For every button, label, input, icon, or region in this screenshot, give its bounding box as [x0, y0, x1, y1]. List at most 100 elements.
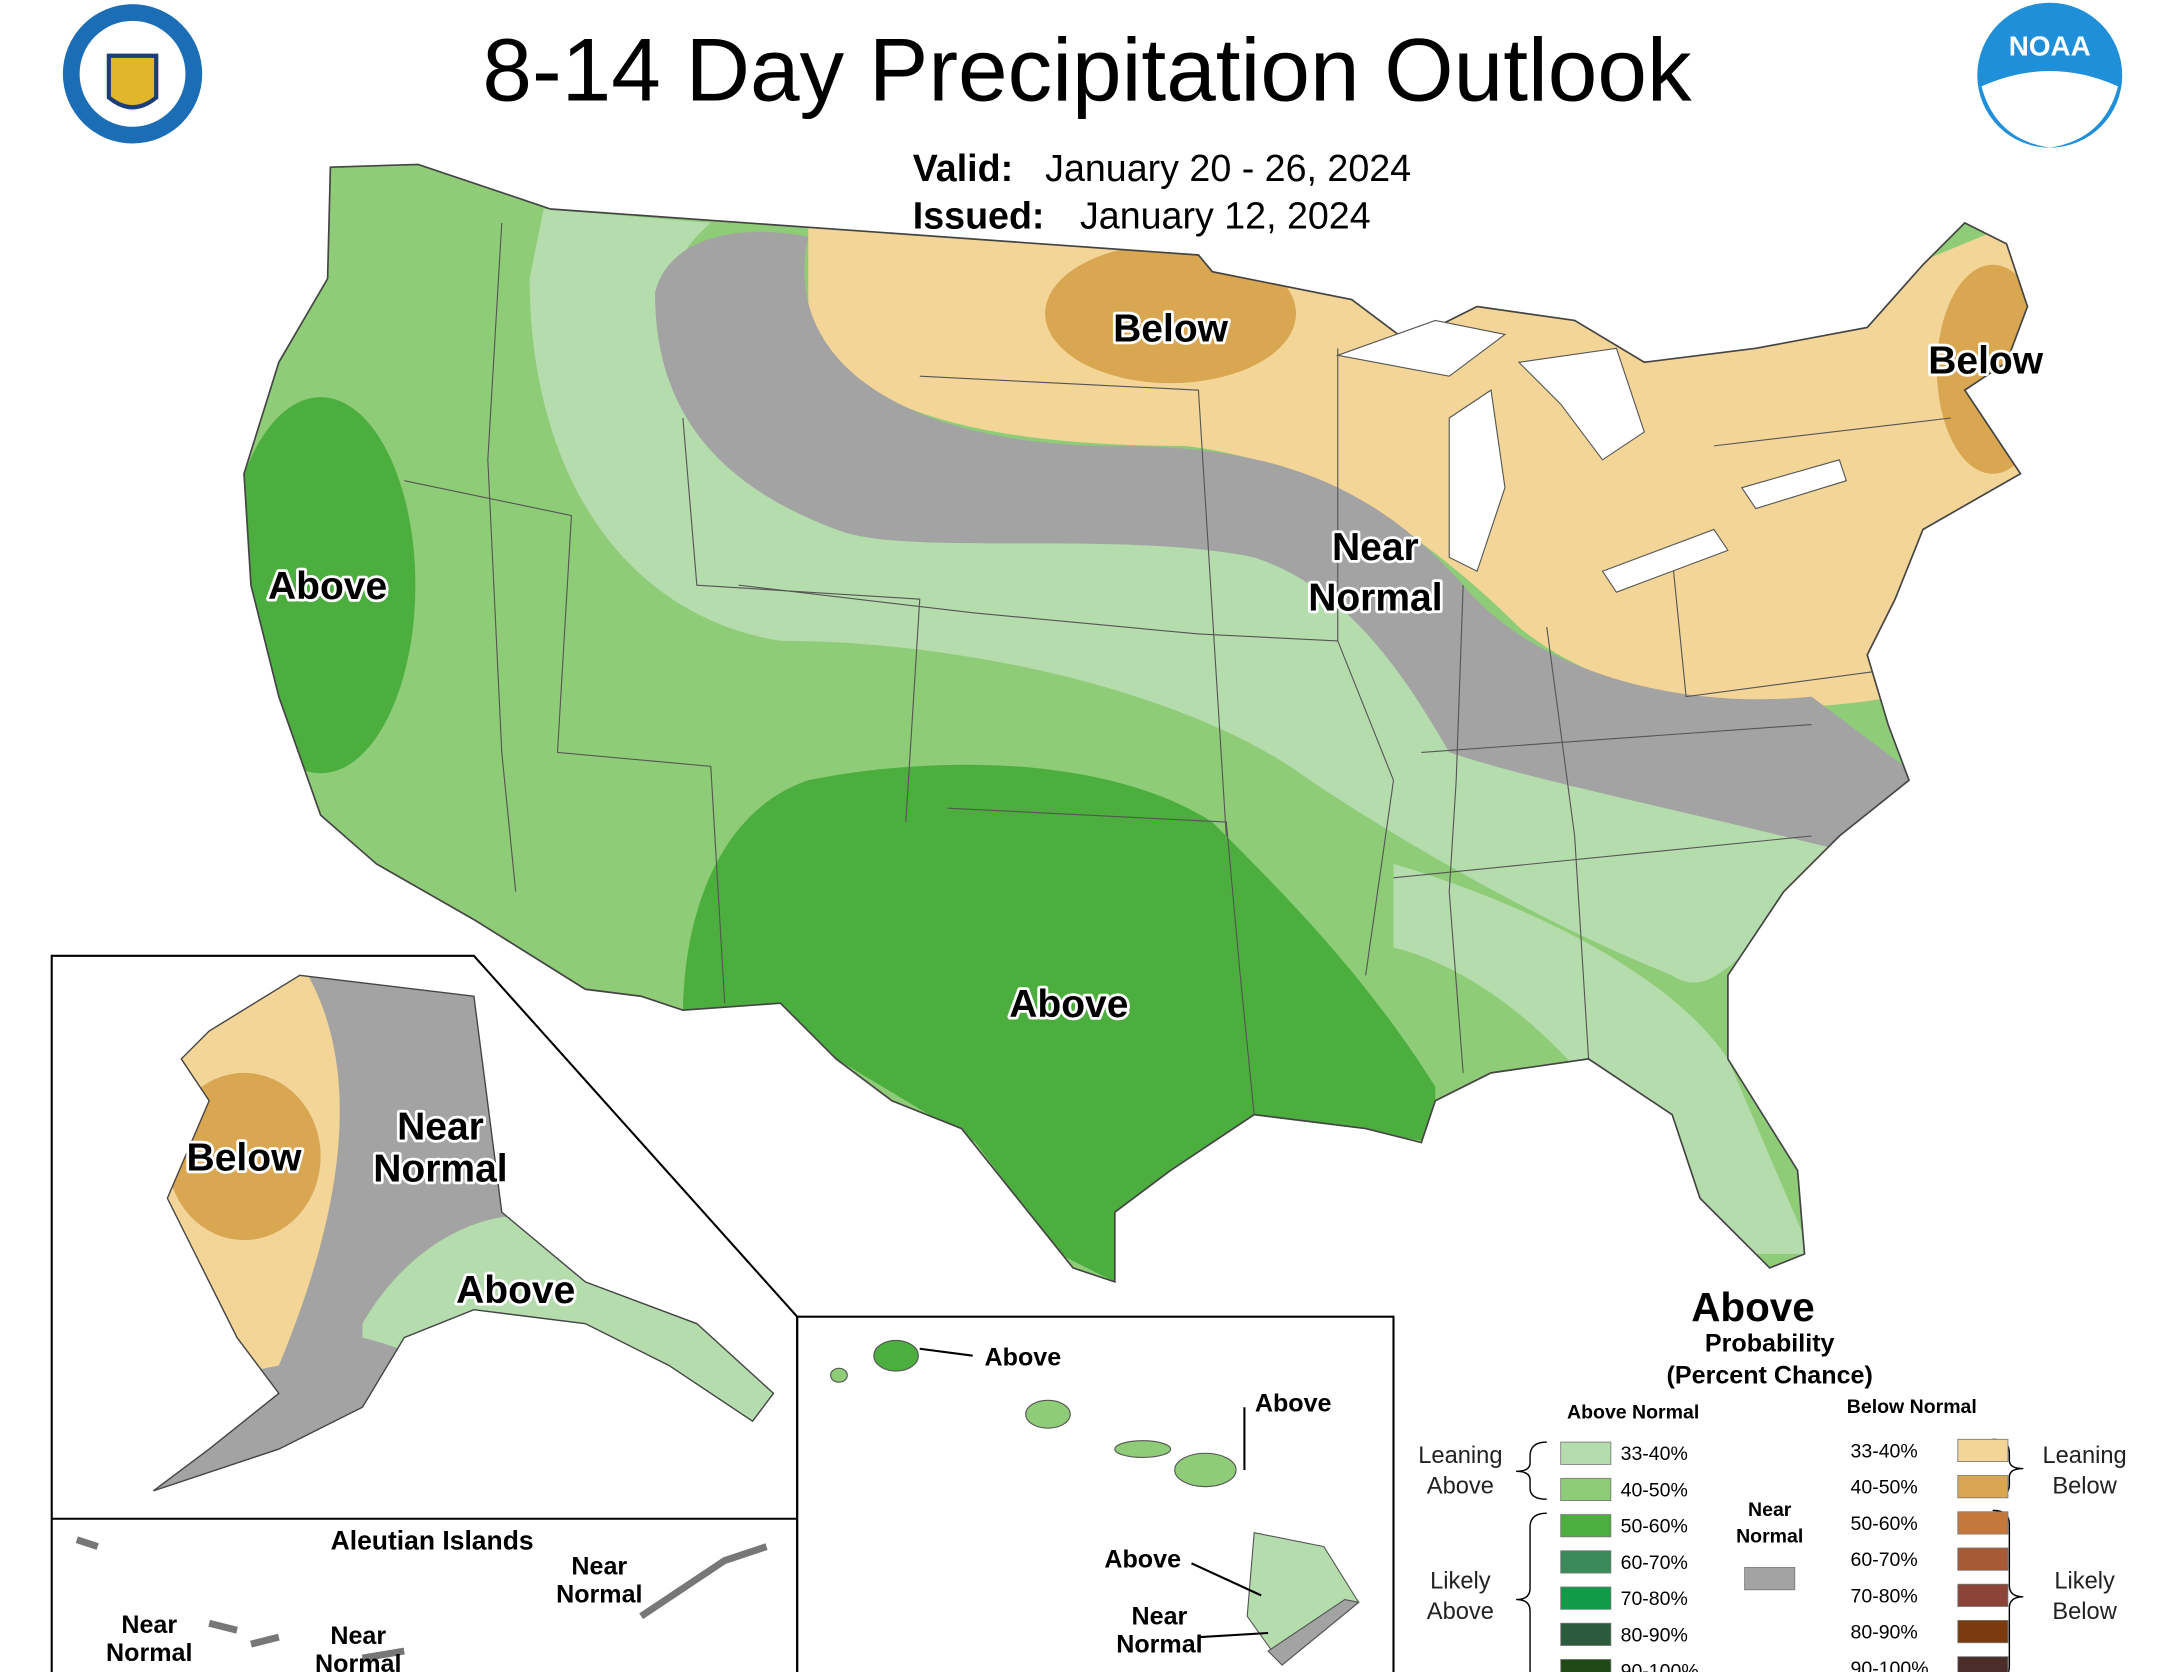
- label-above: Above: [456, 1269, 575, 1312]
- map-shape: [167, 1072, 321, 1241]
- noaa-logo: NOAA: [1977, 2, 2123, 148]
- commerce-seal: [62, 4, 203, 144]
- label-above: Above: [268, 565, 387, 608]
- aleutian-title: Aleutian Islands: [331, 1525, 534, 1555]
- legend-swatch: [1560, 1659, 1612, 1672]
- legend-range: 90-100%: [1621, 1661, 1699, 1672]
- text-line: Near: [1132, 1603, 1188, 1631]
- leaning-above: Leaning Above: [1418, 1443, 1502, 1500]
- text-line: Probability: [1705, 1330, 1835, 1358]
- map-shape: [1448, 389, 1506, 573]
- legend-swatch: [1957, 1511, 2009, 1535]
- text-line: Normal: [106, 1639, 192, 1667]
- text-line: (Percent Chance): [1667, 1362, 1873, 1390]
- map-shape: [1267, 1598, 1360, 1666]
- map-shape: [1421, 723, 1812, 753]
- map-shape: [1516, 1441, 1547, 1500]
- issued-date: January 12, 2024: [1080, 195, 1371, 237]
- legend-subtitle: Probability (Percent Chance): [1667, 1330, 1873, 1390]
- map-shape: [682, 417, 921, 823]
- below-40-50: [1045, 243, 1296, 384]
- above-header: Above Normal: [1567, 1401, 1699, 1423]
- alaska: [153, 975, 774, 1491]
- text-line: Normal: [1116, 1630, 1202, 1658]
- label-below: Below: [1928, 339, 2044, 382]
- text-line: Below: [2052, 1474, 2117, 1500]
- label-near-normal: Near Normal: [556, 1552, 642, 1608]
- map-shape: [919, 1347, 1269, 1639]
- legend-swatch: [1957, 1656, 2009, 1672]
- label-above: Above: [985, 1343, 1062, 1371]
- legend-swatch: [1957, 1475, 2009, 1499]
- map-shape: [1448, 585, 1464, 1073]
- map-shape: [404, 480, 726, 1004]
- map-shape: [1114, 1440, 1172, 1458]
- map-shape: [1335, 319, 1507, 377]
- valid-dates: January 20 - 26, 2024: [1045, 147, 1411, 189]
- legend-range: 40-50%: [1621, 1479, 1688, 1501]
- map-shape: [1393, 835, 1812, 879]
- legend-range: 60-70%: [1621, 1552, 1688, 1574]
- text-line: Near: [1748, 1499, 1792, 1521]
- text-line: Near: [330, 1622, 386, 1650]
- map-shape: [1025, 1399, 1071, 1429]
- legend-swatch: [1560, 1477, 1612, 1502]
- text-line: Leaning: [2042, 1443, 2126, 1469]
- legend-swatch: [1560, 1586, 1612, 1610]
- text-line: Normal: [373, 1148, 507, 1191]
- label-near-normal: Near Normal: [373, 1106, 507, 1191]
- map-shape: [873, 1339, 919, 1372]
- map-shape: [153, 974, 775, 1492]
- map-shape: [1337, 348, 1395, 976]
- map-shape: [947, 807, 1255, 1115]
- map-shape: [362, 1215, 774, 1491]
- above-33-40: [529, 209, 1854, 983]
- legend-range: 70-80%: [1851, 1585, 1918, 1607]
- text-line: Likely: [1430, 1568, 1491, 1594]
- legend-swatch: [1560, 1622, 1612, 1646]
- legend-range: 70-80%: [1621, 1588, 1688, 1610]
- label-below: Below: [1113, 307, 1229, 350]
- text-line: Leaning: [1418, 1443, 1502, 1469]
- map-shape: [1601, 528, 1729, 593]
- map-shape: [106, 53, 159, 110]
- label-near-normal: Near Normal: [106, 1611, 192, 1667]
- legend: Above Probability (Percent Chance) Above …: [1418, 1284, 2127, 1672]
- legend-range: 33-40%: [1851, 1440, 1918, 1462]
- map-shape: [1671, 557, 1896, 698]
- noaa-text: NOAA: [2009, 31, 2091, 62]
- leaning-below: Leaning Below: [2042, 1443, 2126, 1500]
- legend-swatch: [1560, 1441, 1612, 1465]
- state-lines: [404, 222, 1951, 1115]
- legend-range: 50-60%: [1621, 1516, 1688, 1538]
- text-line: Near: [121, 1611, 177, 1639]
- map-shape: [1713, 417, 1951, 447]
- conus: [243, 164, 2028, 1282]
- legend-swatch: [1957, 1547, 2009, 1571]
- label-above: Above: [1104, 1546, 1181, 1574]
- map-shape: [830, 1367, 848, 1383]
- map-shape: [1981, 71, 2119, 148]
- label-near-normal: Near Normal: [1116, 1603, 1202, 1659]
- legend-range: 33-40%: [1621, 1443, 1688, 1465]
- text-line: Normal: [315, 1650, 401, 1672]
- above-50-60: [682, 764, 1436, 1282]
- text-line: Normal: [1736, 1525, 1803, 1547]
- map-shape: [1546, 626, 1590, 1059]
- legend-range: 50-60%: [1851, 1513, 1918, 1535]
- text-line: Likely: [2054, 1568, 2115, 1594]
- legend-title: Above: [1691, 1284, 1814, 1330]
- label-near-normal: Near Normal: [315, 1622, 401, 1672]
- legend-range: 80-90%: [1851, 1622, 1918, 1644]
- near-normal-label: Near Normal: [1736, 1499, 1803, 1547]
- map-shape: [1516, 1512, 1547, 1672]
- above-33-40: [1393, 863, 1812, 1254]
- text-line: Near: [1332, 526, 1419, 569]
- great-lakes: [1335, 319, 1848, 593]
- label-above: Above: [1009, 983, 1128, 1026]
- legend-range: 60-70%: [1851, 1549, 1918, 1571]
- hawaii: [830, 1339, 1360, 1666]
- legend-range: 90-100%: [1851, 1658, 1929, 1672]
- text-line: Near: [397, 1106, 484, 1149]
